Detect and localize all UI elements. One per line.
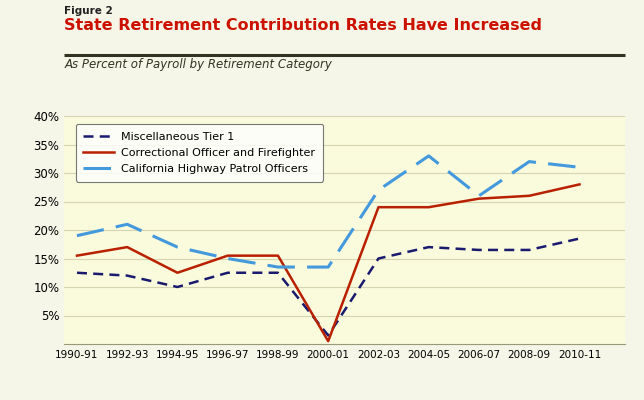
Text: State Retirement Contribution Rates Have Increased: State Retirement Contribution Rates Have… [64, 18, 542, 33]
Text: Figure 2: Figure 2 [64, 6, 113, 16]
Legend: Miscellaneous Tier 1, Correctional Officer and Firefighter, California Highway P: Miscellaneous Tier 1, Correctional Offic… [75, 124, 323, 182]
Text: As Percent of Payroll by Retirement Category: As Percent of Payroll by Retirement Cate… [64, 58, 332, 71]
